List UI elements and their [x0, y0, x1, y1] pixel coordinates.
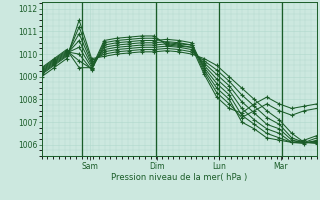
X-axis label: Pression niveau de la mer( hPa ): Pression niveau de la mer( hPa ): [111, 173, 247, 182]
